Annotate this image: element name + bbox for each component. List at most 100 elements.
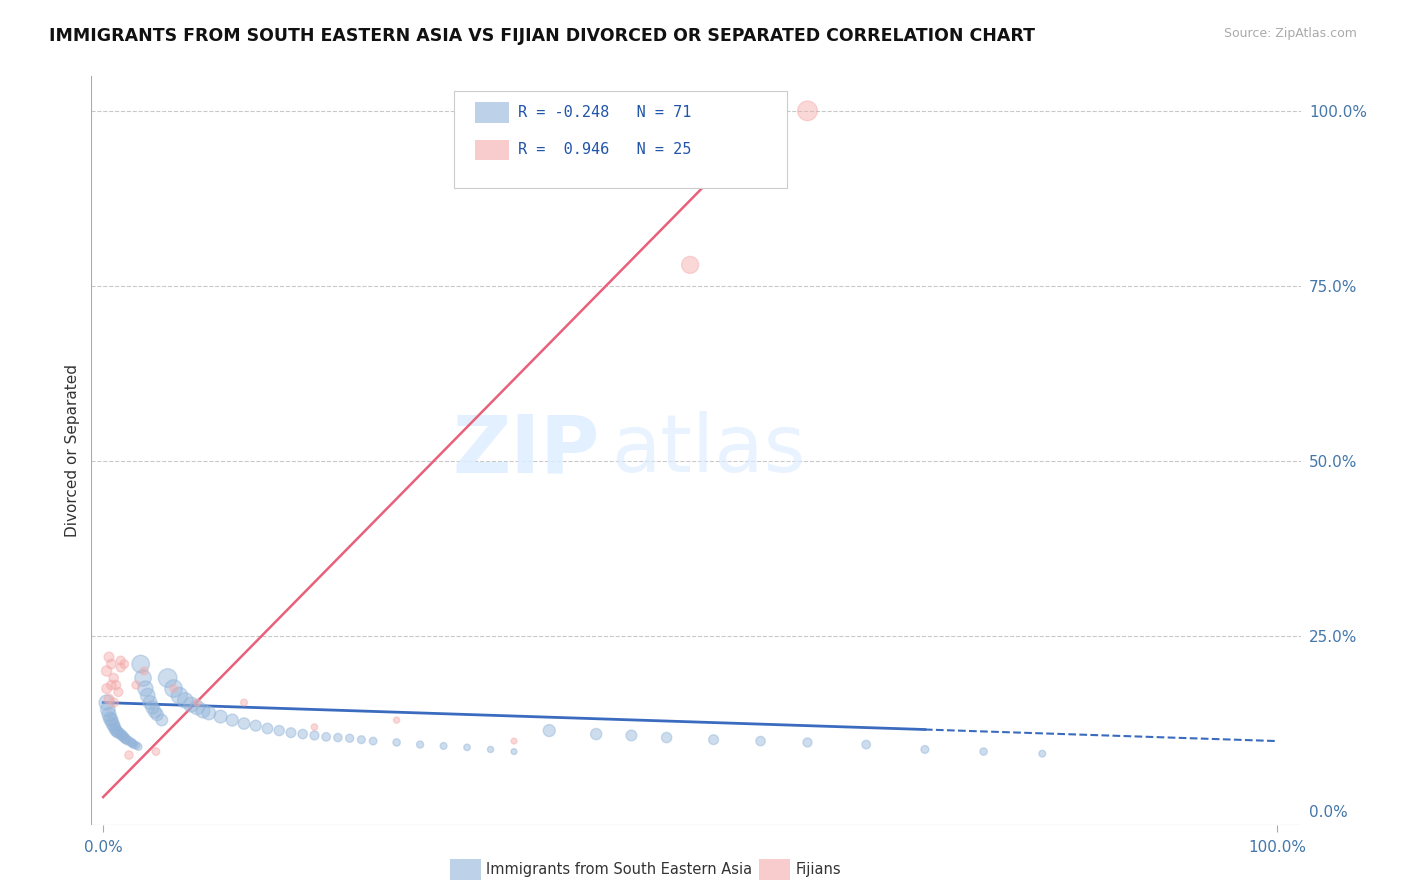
Point	[125, 739, 148, 753]
Point	[129, 657, 152, 671]
Point	[103, 719, 125, 733]
Text: atlas: atlas	[612, 411, 806, 490]
Point	[350, 732, 373, 747]
Point	[105, 723, 128, 738]
Point	[105, 725, 128, 739]
Point	[121, 736, 143, 750]
Point	[679, 258, 702, 272]
Text: R = -0.248   N = 71: R = -0.248 N = 71	[519, 105, 692, 120]
Point	[139, 696, 162, 710]
Point	[233, 696, 256, 710]
Point	[110, 660, 132, 674]
Point	[796, 103, 818, 118]
Point	[103, 671, 125, 685]
Text: IMMIGRANTS FROM SOUTH EASTERN ASIA VS FIJIAN DIVORCED OR SEPARATED CORRELATION C: IMMIGRANTS FROM SOUTH EASTERN ASIA VS FI…	[49, 27, 1035, 45]
Point	[101, 716, 124, 731]
Point	[432, 739, 454, 753]
Point	[146, 707, 169, 722]
FancyBboxPatch shape	[454, 91, 786, 188]
Text: ZIP: ZIP	[451, 411, 599, 490]
Point	[280, 725, 302, 739]
Point	[115, 732, 138, 747]
Point	[233, 716, 256, 731]
Point	[100, 657, 122, 671]
Point	[256, 722, 278, 736]
Point	[304, 729, 326, 743]
Point	[180, 698, 202, 712]
Point	[114, 731, 136, 746]
Point	[221, 713, 243, 727]
Point	[100, 678, 122, 692]
Y-axis label: Divorced or Separated: Divorced or Separated	[65, 364, 80, 537]
Point	[503, 745, 526, 759]
Point	[291, 727, 314, 741]
Point	[197, 706, 219, 720]
Point	[118, 734, 141, 748]
Point	[118, 747, 141, 762]
Point	[98, 650, 121, 665]
Point	[134, 664, 156, 678]
Point	[112, 657, 135, 671]
Point	[855, 738, 877, 752]
Point	[796, 735, 818, 749]
Point	[96, 664, 118, 678]
Point	[103, 696, 125, 710]
Point	[134, 681, 156, 696]
Point	[120, 735, 142, 749]
Point	[145, 745, 167, 759]
Point	[585, 727, 607, 741]
Point	[110, 727, 132, 741]
Point	[96, 696, 118, 710]
Point	[538, 723, 561, 738]
Point	[136, 689, 159, 703]
Point	[339, 731, 361, 746]
Point	[104, 722, 127, 736]
Point	[245, 719, 267, 733]
Point	[98, 692, 121, 706]
Point	[361, 734, 384, 748]
Point	[132, 671, 155, 685]
Point	[156, 671, 179, 685]
Point	[269, 723, 291, 738]
Text: R =  0.946   N = 25: R = 0.946 N = 25	[519, 143, 692, 158]
Point	[315, 730, 337, 744]
Point	[112, 731, 135, 745]
Text: Source: ZipAtlas.com: Source: ZipAtlas.com	[1223, 27, 1357, 40]
Point	[122, 738, 145, 752]
Point	[620, 729, 643, 743]
Point	[186, 696, 208, 710]
Bar	[475, 102, 509, 123]
Point	[112, 729, 135, 743]
Point	[143, 705, 166, 719]
Point	[703, 732, 725, 747]
Point	[456, 740, 478, 755]
Point	[107, 725, 129, 739]
Point	[914, 742, 936, 756]
Point	[174, 693, 197, 707]
Point	[326, 731, 349, 745]
Point	[98, 707, 121, 722]
Point	[973, 745, 995, 759]
Point	[304, 720, 326, 734]
Point	[169, 689, 191, 703]
Point	[186, 700, 208, 714]
Point	[150, 713, 173, 727]
Point	[100, 713, 122, 727]
Point	[1031, 747, 1053, 761]
Point	[749, 734, 772, 748]
Point	[97, 702, 120, 716]
Point	[141, 700, 163, 714]
Text: Immigrants from South Eastern Asia: Immigrants from South Eastern Asia	[486, 863, 752, 877]
Point	[98, 712, 121, 726]
Bar	[475, 139, 509, 161]
Point	[503, 734, 526, 748]
Point	[96, 681, 118, 696]
Point	[111, 729, 134, 743]
Point	[127, 739, 149, 754]
Point	[110, 654, 132, 668]
Point	[125, 678, 148, 692]
Point	[191, 704, 214, 718]
Point	[385, 735, 408, 749]
Text: Fijians: Fijians	[796, 863, 841, 877]
Point	[385, 713, 408, 727]
